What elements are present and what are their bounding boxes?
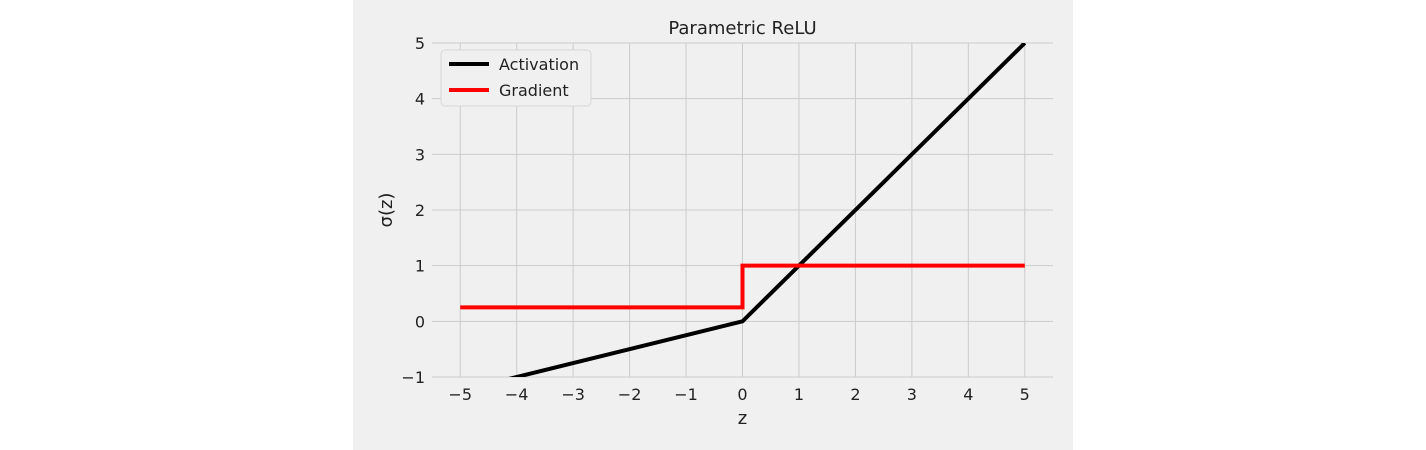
x-tick-label: −3 bbox=[561, 385, 585, 404]
series-layer bbox=[460, 43, 1027, 377]
x-tick-label: 3 bbox=[907, 385, 917, 404]
y-tick-label: 1 bbox=[415, 257, 425, 276]
legend-label: Activation bbox=[499, 55, 579, 74]
y-tick-label: 4 bbox=[415, 90, 425, 109]
series-line-activation bbox=[508, 43, 1027, 377]
x-tick-label: −1 bbox=[674, 385, 698, 404]
y-tick-label: 5 bbox=[415, 34, 425, 53]
y-tick-label: 2 bbox=[415, 201, 425, 220]
legend: Activation Gradient bbox=[440, 49, 592, 107]
x-tick-labels: −5 −4 −3 −2 −1 0 1 2 3 4 5 bbox=[448, 385, 1029, 404]
y-axis-label: σ(z) bbox=[376, 193, 397, 228]
chart-figure: −5 −4 −3 −2 −1 0 1 2 3 4 5 −1 0 1 2 3 4 5 Parametric ReL… bbox=[353, 0, 1073, 450]
y-tick-labels: −1 0 1 2 3 4 5 bbox=[401, 34, 425, 387]
x-tick-label: 4 bbox=[963, 385, 973, 404]
x-tick-label: −4 bbox=[505, 385, 529, 404]
x-tick-label: 2 bbox=[850, 385, 860, 404]
y-tick-label: 3 bbox=[415, 145, 425, 164]
legend-label: Gradient bbox=[499, 81, 569, 100]
y-tick-label: −1 bbox=[401, 368, 425, 387]
chart-svg: −5 −4 −3 −2 −1 0 1 2 3 4 5 −1 0 1 2 3 4 5 Parametric ReL… bbox=[376, 18, 1053, 429]
y-tick-label: 0 bbox=[415, 312, 425, 331]
x-tick-label: −2 bbox=[618, 385, 642, 404]
x-axis-label: z bbox=[738, 408, 747, 429]
x-tick-label: 0 bbox=[737, 385, 747, 404]
x-tick-label: 1 bbox=[794, 385, 804, 404]
series-line-gradient bbox=[460, 263, 1025, 310]
chart-title: Parametric ReLU bbox=[668, 18, 816, 39]
x-tick-label: −5 bbox=[448, 385, 472, 404]
x-tick-label: 5 bbox=[1020, 385, 1030, 404]
